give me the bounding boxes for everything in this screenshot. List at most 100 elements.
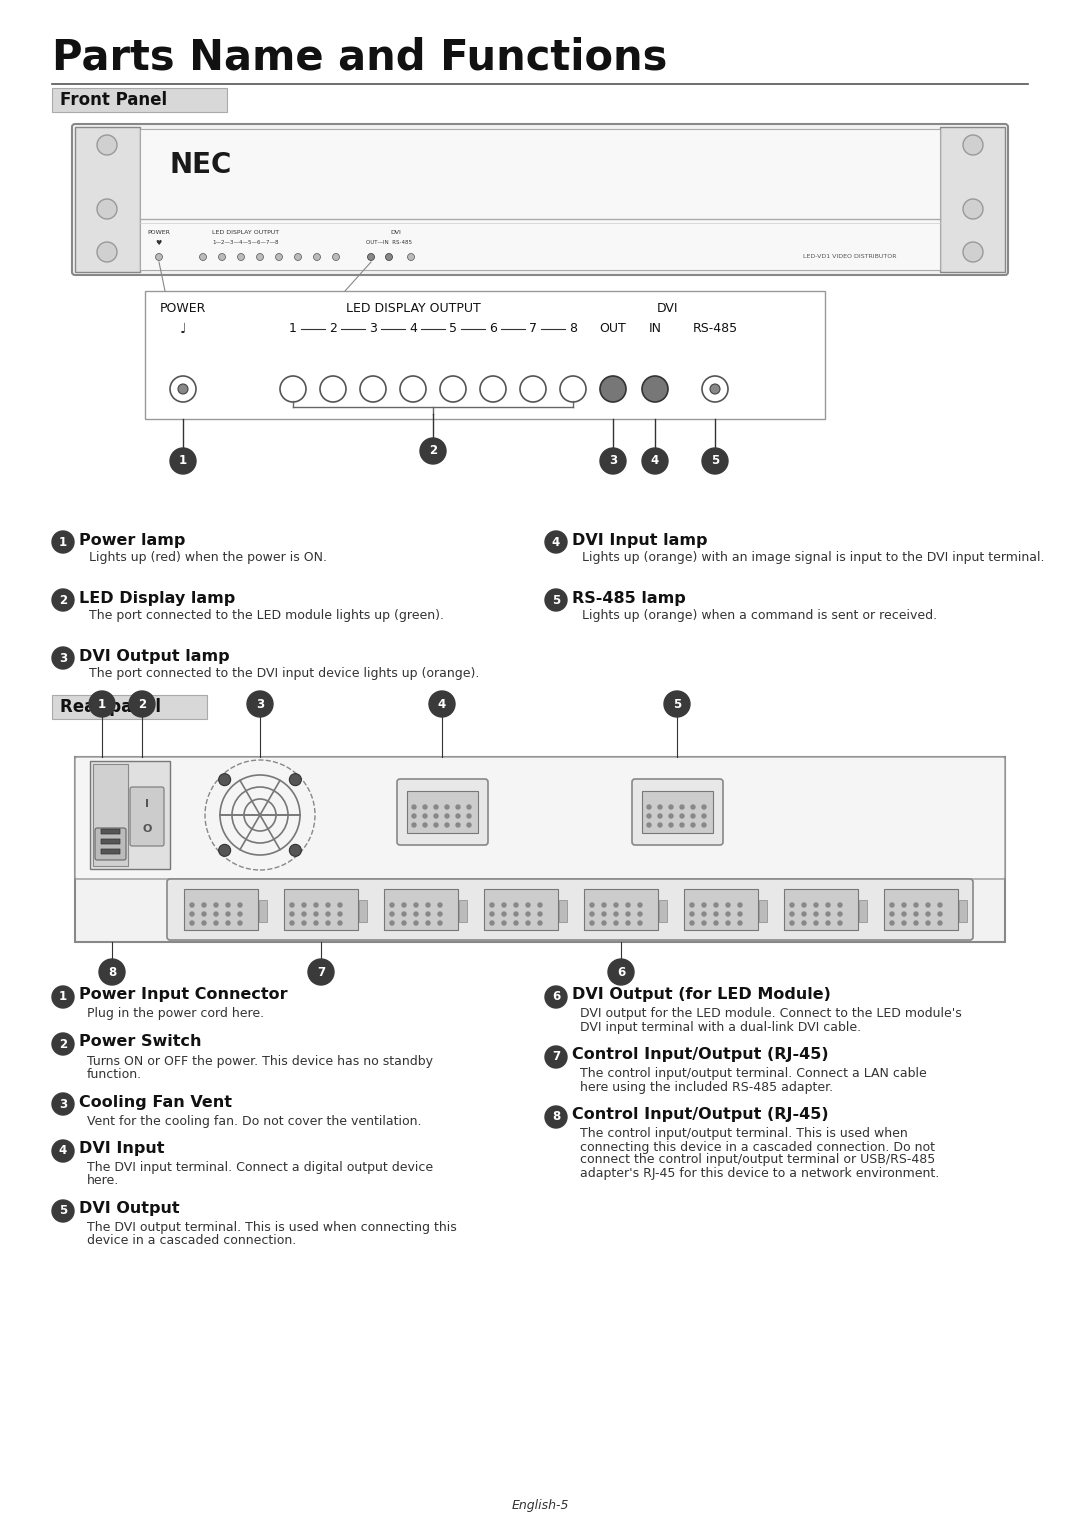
- Text: IN: IN: [648, 322, 661, 336]
- Circle shape: [302, 921, 306, 925]
- FancyBboxPatch shape: [102, 849, 120, 854]
- Text: POWER: POWER: [160, 302, 206, 316]
- Text: ♩: ♩: [179, 322, 186, 336]
- Circle shape: [726, 921, 730, 925]
- Circle shape: [360, 376, 386, 402]
- Text: device in a cascaded connection.: device in a cascaded connection.: [87, 1234, 296, 1248]
- Circle shape: [789, 902, 794, 907]
- Circle shape: [400, 376, 426, 402]
- Text: 3: 3: [609, 455, 617, 467]
- Text: DVI Output: DVI Output: [79, 1202, 179, 1217]
- FancyBboxPatch shape: [52, 695, 207, 719]
- FancyBboxPatch shape: [102, 838, 120, 844]
- Text: function.: function.: [87, 1067, 143, 1081]
- Circle shape: [826, 921, 831, 925]
- Text: 3: 3: [369, 322, 377, 336]
- Circle shape: [386, 253, 392, 261]
- Circle shape: [202, 912, 206, 916]
- Circle shape: [129, 692, 156, 718]
- Circle shape: [190, 902, 194, 907]
- Circle shape: [590, 921, 594, 925]
- Circle shape: [390, 921, 394, 925]
- Circle shape: [467, 805, 471, 809]
- Circle shape: [658, 823, 662, 828]
- Circle shape: [838, 912, 842, 916]
- Text: 5: 5: [59, 1205, 67, 1217]
- Circle shape: [669, 805, 673, 809]
- Circle shape: [426, 912, 430, 916]
- FancyBboxPatch shape: [584, 889, 658, 930]
- Text: 3: 3: [59, 1098, 67, 1110]
- Circle shape: [526, 902, 530, 907]
- Circle shape: [838, 921, 842, 925]
- Circle shape: [939, 902, 942, 907]
- Circle shape: [438, 921, 442, 925]
- Circle shape: [411, 823, 416, 828]
- Circle shape: [238, 921, 242, 925]
- FancyBboxPatch shape: [459, 899, 467, 922]
- Circle shape: [545, 986, 567, 1008]
- Text: Lights up (orange) with an image signal is input to the DVI input terminal.: Lights up (orange) with an image signal …: [582, 551, 1044, 565]
- Circle shape: [502, 912, 507, 916]
- Circle shape: [814, 921, 818, 925]
- Circle shape: [647, 805, 651, 809]
- Text: 6: 6: [617, 965, 625, 979]
- Circle shape: [702, 447, 728, 473]
- Circle shape: [514, 902, 518, 907]
- Circle shape: [426, 921, 430, 925]
- Circle shape: [963, 134, 983, 156]
- Text: The port connected to the LED module lights up (green).: The port connected to the LED module lig…: [89, 609, 444, 623]
- Circle shape: [52, 589, 75, 611]
- Circle shape: [926, 912, 930, 916]
- Circle shape: [52, 986, 75, 1008]
- FancyBboxPatch shape: [90, 760, 170, 869]
- Circle shape: [789, 921, 794, 925]
- Circle shape: [490, 902, 494, 907]
- Text: The port connected to the DVI input device lights up (orange).: The port connected to the DVI input devi…: [89, 667, 480, 681]
- Circle shape: [669, 814, 673, 818]
- Circle shape: [423, 805, 427, 809]
- Text: POWER: POWER: [148, 231, 171, 235]
- Text: 3: 3: [59, 652, 67, 664]
- Text: LED Display lamp: LED Display lamp: [79, 591, 235, 606]
- Circle shape: [726, 902, 730, 907]
- Circle shape: [926, 921, 930, 925]
- Circle shape: [714, 921, 718, 925]
- Circle shape: [702, 823, 706, 828]
- Circle shape: [608, 959, 634, 985]
- FancyBboxPatch shape: [859, 899, 867, 922]
- Circle shape: [680, 823, 684, 828]
- Text: 1: 1: [59, 536, 67, 548]
- Text: Cooling Fan Vent: Cooling Fan Vent: [79, 1095, 232, 1110]
- Circle shape: [326, 921, 330, 925]
- Text: Lights up (red) when the power is ON.: Lights up (red) when the power is ON.: [89, 551, 327, 565]
- Circle shape: [214, 912, 218, 916]
- Circle shape: [247, 692, 273, 718]
- Circle shape: [214, 921, 218, 925]
- Circle shape: [456, 814, 460, 818]
- FancyBboxPatch shape: [684, 889, 758, 930]
- Circle shape: [320, 376, 346, 402]
- Circle shape: [414, 912, 418, 916]
- Circle shape: [615, 921, 618, 925]
- Text: Control Input/Output (RJ-45): Control Input/Output (RJ-45): [572, 1048, 828, 1063]
- Text: 7: 7: [552, 1051, 561, 1063]
- Text: DVI input terminal with a dual-link DVI cable.: DVI input terminal with a dual-link DVI …: [580, 1020, 861, 1034]
- Text: Power lamp: Power lamp: [79, 533, 186, 548]
- Circle shape: [714, 902, 718, 907]
- Text: Turns ON or OFF the power. This device has no standby: Turns ON or OFF the power. This device h…: [87, 1055, 433, 1067]
- Circle shape: [52, 1200, 75, 1222]
- Circle shape: [338, 921, 342, 925]
- Circle shape: [438, 902, 442, 907]
- FancyBboxPatch shape: [52, 89, 227, 111]
- Circle shape: [738, 921, 742, 925]
- Circle shape: [326, 902, 330, 907]
- Text: 6: 6: [489, 322, 497, 336]
- Circle shape: [97, 199, 117, 218]
- Text: 1: 1: [59, 991, 67, 1003]
- Circle shape: [190, 912, 194, 916]
- Circle shape: [680, 814, 684, 818]
- Text: RS-485 lamp: RS-485 lamp: [572, 591, 686, 606]
- Circle shape: [429, 692, 455, 718]
- FancyBboxPatch shape: [359, 899, 367, 922]
